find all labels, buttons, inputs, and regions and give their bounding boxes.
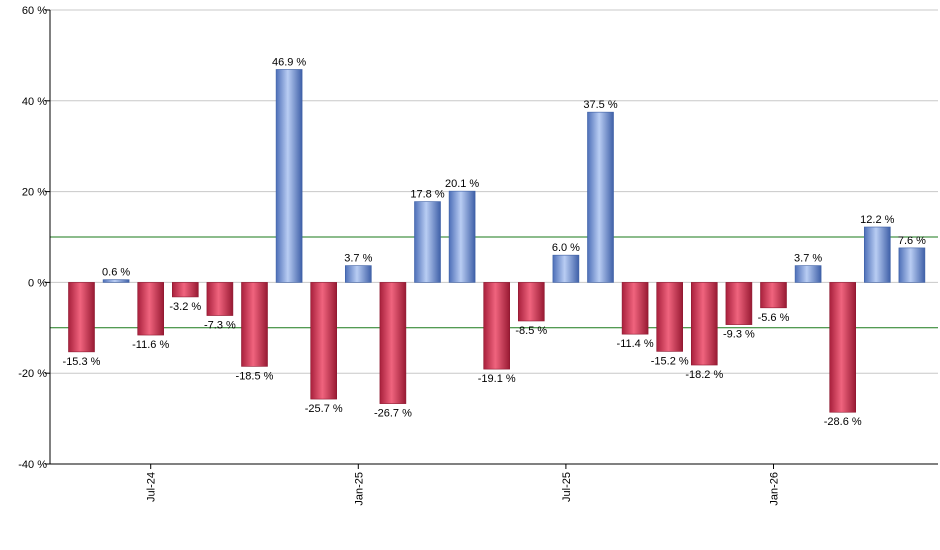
bar — [690, 282, 718, 366]
bar — [448, 190, 476, 283]
data-label: 3.7 % — [344, 253, 372, 265]
data-label: -3.2 % — [169, 301, 201, 313]
bar — [552, 254, 580, 283]
y-tick-label: -20 % — [18, 368, 47, 380]
axes: -40 % -20 % 0 % 20 % 40 % 60 % Jul-24 Jan-25 Jul… — [18, 5, 938, 506]
bar — [863, 226, 891, 283]
data-label: 17.8 % — [410, 189, 444, 201]
y-tick-label: 0 % — [28, 277, 47, 289]
bar — [794, 265, 822, 283]
bar — [137, 282, 164, 336]
data-label: 12.2 % — [860, 214, 894, 226]
y-tick-label: 20 % — [22, 187, 47, 199]
bar — [172, 282, 199, 298]
x-tick-label: Jul-24 — [146, 472, 158, 502]
bar — [379, 282, 407, 404]
data-label: 6.0 % — [552, 242, 580, 254]
data-label: 0.6 % — [102, 267, 130, 279]
data-label: 46.9 % — [272, 56, 306, 68]
bar — [102, 279, 130, 283]
bar — [68, 282, 95, 353]
data-label: -5.6 % — [758, 312, 790, 324]
bar — [587, 111, 614, 283]
bar — [275, 69, 303, 283]
bar — [241, 282, 268, 367]
y-tick-label: 60 % — [22, 5, 47, 17]
data-label: -11.4 % — [617, 338, 654, 350]
bar — [206, 282, 234, 316]
data-label: 20.1 % — [445, 178, 479, 190]
x-tick-label: Jul-25 — [561, 472, 573, 502]
data-label: -19.1 % — [478, 373, 516, 385]
data-label: -15.2 % — [651, 355, 689, 367]
data-label: -25.7 % — [305, 403, 343, 415]
bar — [898, 247, 926, 283]
data-label: -26.7 % — [374, 408, 412, 420]
data-label: -15.3 % — [63, 356, 101, 368]
bar — [760, 282, 787, 309]
data-label: -9.3 % — [723, 329, 755, 341]
data-label: -18.5 % — [236, 370, 274, 382]
x-tick-label: Jan-25 — [353, 472, 365, 506]
data-label: 37.5 % — [583, 99, 617, 111]
data-label: 7.6 % — [898, 235, 926, 247]
bar — [344, 265, 372, 283]
bar — [310, 282, 338, 400]
y-tick-label: -40 % — [18, 459, 47, 471]
x-tick-label: Jan-26 — [769, 472, 781, 506]
data-label: -11.6 % — [132, 339, 169, 351]
bar — [621, 282, 649, 335]
bars — [68, 69, 926, 413]
bar — [656, 282, 684, 352]
data-label: -18.2 % — [685, 369, 723, 381]
data-labels: -15.3 % 0.6 % -11.6 % -3.2 %-7.3 % -18.5 % 46… — [63, 56, 927, 428]
y-tick-label: 40 % — [22, 96, 47, 108]
bar — [829, 282, 857, 413]
data-label: -7.3 % — [204, 320, 236, 332]
data-label: -28.6 % — [824, 416, 862, 428]
bar — [517, 282, 545, 322]
bar — [725, 282, 753, 325]
data-label: -8.5 % — [515, 325, 547, 337]
bar — [483, 282, 511, 370]
bar — [414, 201, 441, 283]
data-label: 3.7 % — [794, 253, 822, 265]
